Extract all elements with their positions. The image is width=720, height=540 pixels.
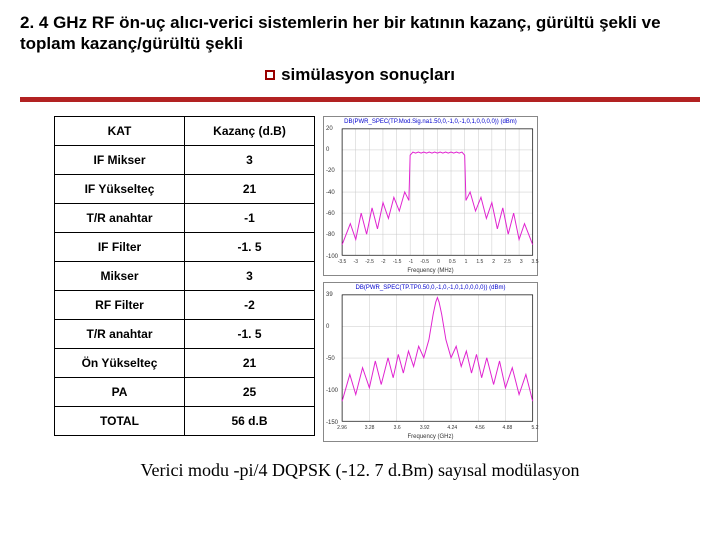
cell-value: 21 bbox=[185, 174, 315, 203]
cell-kat: Mikser bbox=[55, 261, 185, 290]
cell-kat: T/R anahtar bbox=[55, 319, 185, 348]
cell-kat: PA bbox=[55, 377, 185, 406]
cell-kat: IF Filter bbox=[55, 232, 185, 261]
chart2-legend: DB(PWR_SPEC(TP.TP0.50,0,-1,0,-1,0,1,0,0,… bbox=[356, 285, 506, 291]
cell-kat: T/R anahtar bbox=[55, 203, 185, 232]
chart2-xlabel: Frequency (GHz) bbox=[407, 434, 453, 440]
table-row: IF Mikser3 bbox=[55, 145, 315, 174]
spectrum-chart-if: DB(PWR_SPEC(TP.Mod.Sig.na1.50,0,-1,0,-1,… bbox=[323, 116, 538, 276]
th-kazanc: Kazanç (d.B) bbox=[185, 116, 315, 145]
table-row: T/R anahtar-1 bbox=[55, 203, 315, 232]
table-row: RF Filter-2 bbox=[55, 290, 315, 319]
slide-title: 2. 4 GHz RF ön-uç alıcı-verici sistemler… bbox=[20, 12, 700, 55]
charts-column: DB(PWR_SPEC(TP.Mod.Sig.na1.50,0,-1,0,-1,… bbox=[323, 116, 700, 442]
table-row: T/R anahtar-1. 5 bbox=[55, 319, 315, 348]
bullet-icon bbox=[265, 70, 275, 80]
table-row: PA25 bbox=[55, 377, 315, 406]
spectrum-chart-rf: DB(PWR_SPEC(TP.TP0.50,0,-1,0,-1,0,1,0,0,… bbox=[323, 282, 538, 442]
table-row: IF Filter-1. 5 bbox=[55, 232, 315, 261]
table-row: Mikser3 bbox=[55, 261, 315, 290]
cell-value: -2 bbox=[185, 290, 315, 319]
caption: Verici modu -pi/4 DQPSK (-12. 7 d.Bm) sa… bbox=[0, 460, 720, 481]
cell-value: 56 d.B bbox=[185, 406, 315, 435]
table-row: Ön Yükselteç21 bbox=[55, 348, 315, 377]
cell-kat: IF Yükselteç bbox=[55, 174, 185, 203]
cell-kat: RF Filter bbox=[55, 290, 185, 319]
title-block: 2. 4 GHz RF ön-uç alıcı-verici sistemler… bbox=[0, 0, 720, 89]
chart1-legend: DB(PWR_SPEC(TP.Mod.Sig.na1.50,0,-1,0,-1,… bbox=[344, 119, 517, 125]
cell-value: 3 bbox=[185, 145, 315, 174]
th-kat: KAT bbox=[55, 116, 185, 145]
cell-kat: Ön Yükselteç bbox=[55, 348, 185, 377]
content-row: KAT Kazanç (d.B) IF Mikser3IF Yükselteç2… bbox=[0, 102, 720, 442]
gain-table: KAT Kazanç (d.B) IF Mikser3IF Yükselteç2… bbox=[54, 116, 315, 436]
cell-value: -1. 5 bbox=[185, 232, 315, 261]
cell-value: 25 bbox=[185, 377, 315, 406]
table-header-row: KAT Kazanç (d.B) bbox=[55, 116, 315, 145]
cell-kat: IF Mikser bbox=[55, 145, 185, 174]
slide-subtitle: simülasyon sonuçları bbox=[20, 65, 700, 85]
table-row: TOTAL56 d.B bbox=[55, 406, 315, 435]
chart1-xlabel: Frequency (MHz) bbox=[407, 268, 453, 274]
gain-table-wrap: KAT Kazanç (d.B) IF Mikser3IF Yükselteç2… bbox=[54, 116, 315, 442]
cell-value: 3 bbox=[185, 261, 315, 290]
cell-value: -1. 5 bbox=[185, 319, 315, 348]
table-row: IF Yükselteç21 bbox=[55, 174, 315, 203]
cell-value: 21 bbox=[185, 348, 315, 377]
cell-value: -1 bbox=[185, 203, 315, 232]
cell-kat: TOTAL bbox=[55, 406, 185, 435]
